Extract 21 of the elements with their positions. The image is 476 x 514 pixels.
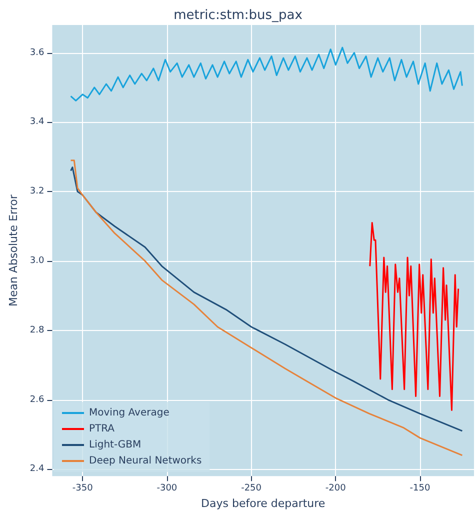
y-tick-label: 3.0 — [30, 256, 44, 266]
chart-title: metric:stm:bus_pax — [174, 8, 303, 23]
line-series — [369, 222, 460, 411]
y-tick-label: 2.6 — [30, 394, 44, 405]
legend-label: Deep Neural Networks — [89, 456, 202, 466]
y-tick-label: 2.4 — [30, 464, 44, 474]
legend-label: Moving Average — [89, 408, 170, 418]
x-tick-label: -200 — [325, 484, 346, 494]
x-tick-label: -250 — [241, 484, 262, 494]
legend-label: PTRA — [89, 424, 115, 434]
x-axis-title: Days before departure — [201, 497, 326, 510]
x-tick-label: -350 — [72, 484, 94, 494]
y-tick-label: 3.6 — [30, 48, 44, 58]
x-tick-label: -150 — [410, 484, 430, 494]
y-tick-label: 3.2 — [30, 186, 44, 197]
y-axis-title: Mean Absolute Error — [7, 194, 20, 306]
line-series — [70, 46, 463, 102]
y-tick-label: 2.8 — [30, 325, 44, 336]
legend-label: Light-GBM — [89, 440, 142, 450]
x-tick-label: -300 — [156, 484, 178, 494]
y-tick-label: 3.4 — [30, 117, 44, 128]
